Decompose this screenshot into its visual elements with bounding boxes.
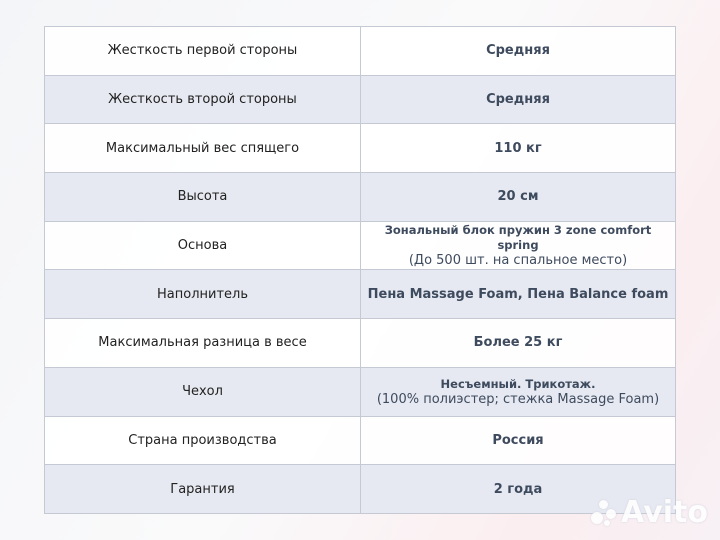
spec-label: Основа (44, 220, 361, 271)
spec-value-main: Зональный блок пружин 3 zone comfort spr… (384, 223, 652, 253)
spec-value: Средняя (360, 74, 676, 125)
spec-label: Страна производства (44, 415, 361, 466)
spec-value-main: Несъемный. Трикотаж. (440, 376, 596, 391)
spec-value: 20 см (360, 172, 676, 222)
table-row: Высота 20 см (44, 172, 676, 222)
avito-watermark: Avito (591, 495, 708, 530)
spec-value: Зональный блок пружин 3 zone comfort spr… (360, 220, 676, 271)
table-row: Чехол Несъемный. Трикотаж. (100% полиэстер… (44, 366, 676, 417)
spec-value: 2 года (360, 464, 676, 514)
table-row: Максимальный вес спящего 110 кг (44, 123, 676, 174)
spec-label: Высота (44, 172, 361, 222)
spec-label: Максимальная разница в весе (44, 318, 361, 368)
spec-value: 110 кг (360, 123, 676, 174)
table-row: Наполнитель Пена Massage Foam, Пена Balan… (44, 269, 676, 320)
spec-label: Максимальный вес спящего (44, 123, 361, 174)
spec-value: Пена Massage Foam, Пена Balance foam (360, 269, 676, 320)
avito-logo-icon (591, 499, 617, 526)
specs-table: Жесткость первой стороны Средняя Жесткость… (44, 26, 676, 514)
spec-value: Средняя (360, 26, 676, 76)
table-row: Гарантия 2 года (44, 464, 676, 514)
spec-label: Наполнитель (44, 269, 361, 320)
avito-wordmark: Avito (621, 495, 708, 530)
spec-value: Россия (360, 415, 676, 466)
spec-value: Более 25 кг (360, 318, 676, 368)
spec-label: Жесткость второй стороны (44, 74, 361, 125)
table-row: Жесткость первой стороны Средняя (44, 26, 676, 76)
spec-value: Несъемный. Трикотаж. (100% полиэстер; сте… (360, 366, 676, 417)
spec-label: Гарантия (44, 464, 361, 514)
spec-label: Жесткость первой стороны (44, 26, 361, 76)
table-row: Жесткость второй стороны Средняя (44, 74, 676, 125)
spec-value-note: (До 500 шт. на спальное место) (408, 253, 628, 269)
table-row: Страна производства Россия (44, 415, 676, 466)
table-row: Максимальная разница в весе Более 25 кг (44, 318, 676, 368)
spec-label: Чехол (44, 366, 361, 417)
spec-value-note: (100% полиэстер; стежка Massage Foam) (376, 391, 660, 407)
table-row: Основа Зональный блок пружин 3 zone comfo… (44, 220, 676, 271)
